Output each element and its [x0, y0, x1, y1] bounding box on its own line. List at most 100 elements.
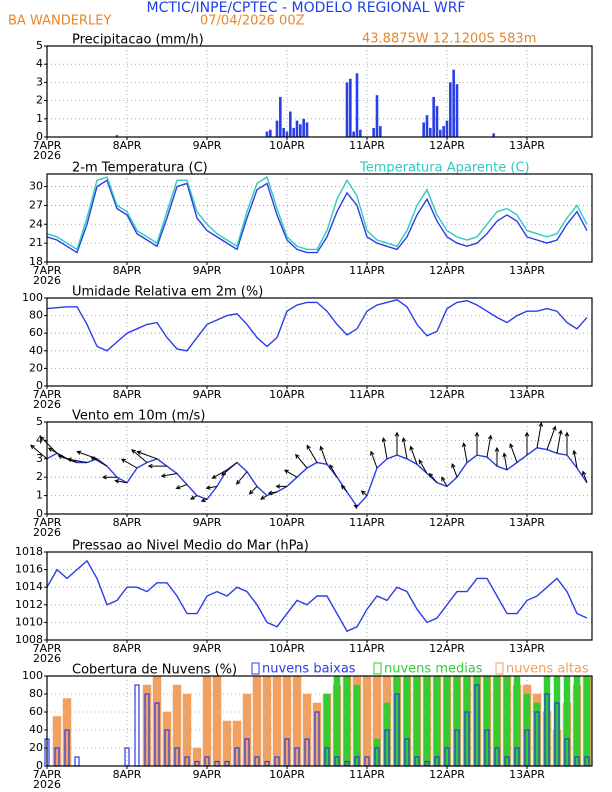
legend-label: nuvens baixas	[262, 662, 356, 677]
wind-arrow	[120, 458, 138, 469]
x-tick-label: 10APR	[269, 139, 305, 152]
x-tick-label: 13APR	[509, 388, 545, 401]
x-tick-label: 12APR	[429, 139, 465, 152]
x-tick-label: 9APR	[193, 264, 222, 277]
wind-arrow	[394, 431, 400, 456]
bar	[435, 106, 439, 137]
wind-arrow	[524, 431, 530, 456]
bar	[295, 120, 299, 137]
bar	[583, 675, 591, 767]
wind-arrow	[248, 486, 258, 495]
bar	[292, 127, 295, 137]
panel-title: Cobertura de Nuvens (%)	[72, 663, 237, 678]
legend-swatch	[373, 662, 382, 675]
y-tick-label: 40	[29, 723, 43, 736]
y-tick-label: 0	[36, 130, 43, 143]
panel-title: 2-m Temperatura (C)	[72, 161, 208, 176]
x-tick-label: 9APR	[193, 768, 222, 781]
bar	[172, 684, 182, 767]
panel-frame	[46, 45, 593, 138]
x-tick-label: 10APR	[269, 516, 305, 529]
bar	[445, 120, 449, 137]
y-tick-label: 1	[36, 112, 43, 125]
x-tick-label: 9APR	[193, 139, 222, 152]
bar	[455, 84, 459, 137]
y-tick-label: 40	[29, 344, 43, 357]
x-tick-label: 11APR	[349, 768, 385, 781]
x-tick-label: 10APR	[269, 264, 305, 277]
bar	[432, 96, 435, 137]
series-line	[46, 176, 588, 251]
y-tick-label: 1014	[15, 580, 43, 593]
bar	[352, 131, 355, 137]
x-tick-label: 8APR	[113, 139, 142, 152]
bar	[134, 684, 140, 767]
bar	[379, 126, 382, 137]
y-tick-label: 1018	[15, 545, 43, 558]
bar	[152, 675, 162, 767]
y-tick-label: 0	[36, 507, 43, 520]
panel-title: Pressao ao Nivel Medio do Mar (hPa)	[72, 539, 309, 554]
bar	[289, 111, 292, 137]
wind-arrow	[329, 464, 338, 478]
x-tick-label: 7APR	[33, 388, 62, 401]
y-tick-label: 100	[22, 291, 43, 304]
x-tick-label: 13APR	[509, 264, 545, 277]
x-year-label: 2026	[33, 778, 61, 791]
wind-arrow	[30, 444, 48, 460]
legend-swatch	[495, 662, 504, 675]
wind-arrow	[340, 484, 348, 493]
bar	[269, 129, 272, 137]
x-tick-label: 7APR	[33, 642, 62, 655]
wind-arrow	[101, 474, 117, 480]
wind-arrow	[451, 463, 458, 478]
bar	[52, 716, 62, 767]
x-tick-label: 9APR	[193, 516, 222, 529]
bar	[212, 675, 222, 767]
bar	[202, 675, 212, 767]
x-tick-label: 13APR	[509, 768, 545, 781]
y-tick-label: 30	[29, 180, 43, 193]
panel-title: Umidade Relativa em 2m (%)	[72, 285, 263, 300]
bar	[222, 720, 232, 767]
bar	[333, 675, 341, 767]
bar	[299, 124, 302, 137]
bar	[423, 675, 431, 767]
wind-arrow	[401, 437, 408, 459]
wind-arrow	[175, 484, 188, 490]
bar	[442, 126, 445, 137]
y-tick-label: 24	[29, 217, 43, 230]
bar	[74, 756, 80, 767]
x-tick-label: 7APR	[33, 768, 62, 781]
bar	[115, 135, 119, 137]
wind-arrow	[353, 504, 359, 509]
y-tick-label: 1010	[15, 615, 43, 628]
x-tick-label: 10APR	[269, 388, 305, 401]
y-tick-label: 60	[29, 326, 43, 339]
wind-arrow	[556, 429, 563, 454]
wind-arrow	[90, 456, 108, 467]
bar	[275, 120, 279, 137]
bar	[192, 747, 202, 767]
bar	[355, 73, 359, 137]
bar	[422, 122, 425, 137]
y-tick-label: 60	[29, 705, 43, 718]
bar	[302, 118, 305, 137]
bar	[285, 131, 289, 137]
wind-arrow	[47, 447, 68, 460]
bar	[573, 675, 581, 767]
x-tick-label: 7APR	[33, 264, 62, 277]
x-tick-label: 10APR	[269, 642, 305, 655]
wind-arrow	[205, 485, 218, 490]
wind-arrow	[131, 449, 148, 463]
wind-arrow	[267, 490, 278, 496]
y-tick-label: 20	[29, 741, 43, 754]
bar	[252, 675, 262, 767]
y-tick-label: 5	[36, 39, 43, 52]
bar	[353, 684, 361, 767]
bar	[503, 675, 511, 767]
bar	[242, 693, 252, 767]
bar	[433, 675, 441, 767]
panel-frame	[46, 297, 593, 387]
